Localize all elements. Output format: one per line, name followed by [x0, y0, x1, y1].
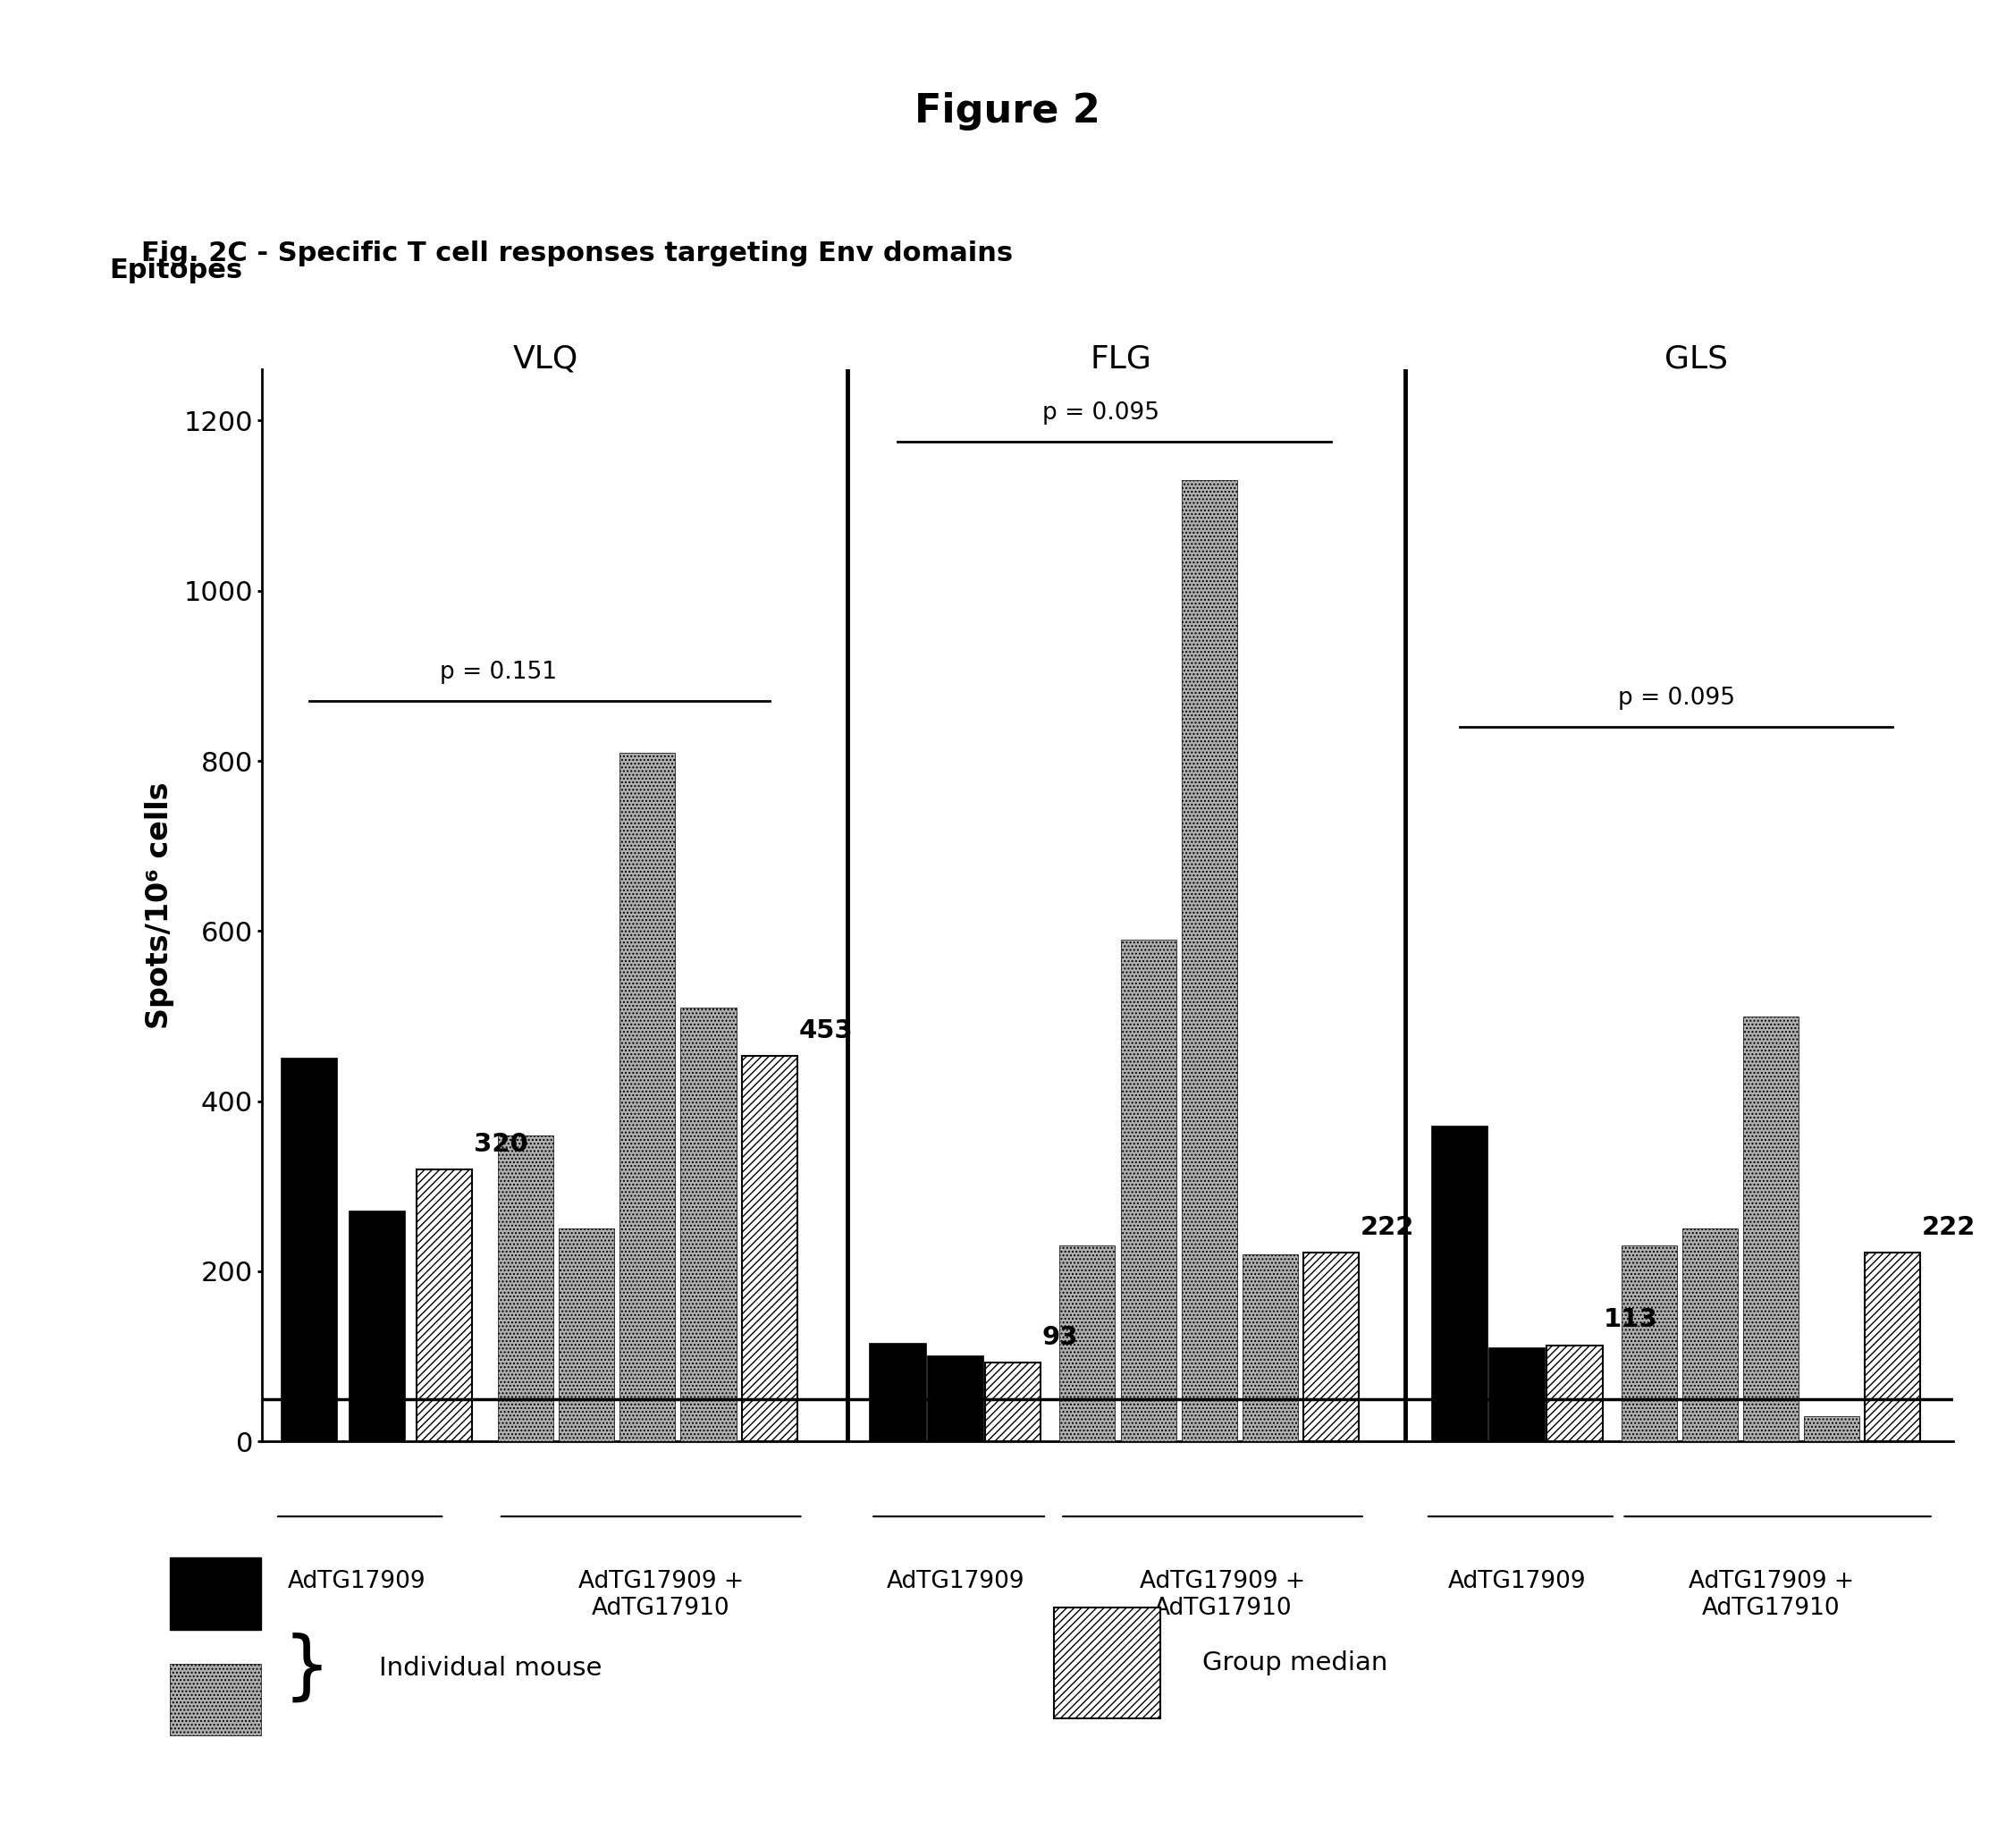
Bar	[169, 1558, 262, 1630]
Text: AdTG17909 +
AdTG17910: AdTG17909 + AdTG17910	[1688, 1571, 1853, 1621]
Text: AdTG17909: AdTG17909	[886, 1571, 1025, 1593]
Bar	[928, 1356, 983, 1441]
Text: Epitopes: Epitopes	[109, 259, 244, 285]
Bar	[1547, 1345, 1603, 1441]
Bar	[1432, 1127, 1486, 1441]
Text: }: }	[284, 1632, 330, 1704]
Text: 93: 93	[1041, 1325, 1077, 1349]
Text: Individual mouse: Individual mouse	[379, 1656, 602, 1682]
Bar	[1621, 1246, 1678, 1441]
Bar	[1682, 1229, 1738, 1441]
Bar	[870, 1343, 926, 1441]
Bar	[348, 1212, 405, 1441]
Text: 453: 453	[798, 1018, 852, 1044]
Text: Fig. 2C - Specific T cell responses targeting Env domains: Fig. 2C - Specific T cell responses targ…	[141, 240, 1013, 266]
Text: p = 0.095: p = 0.095	[1617, 687, 1734, 710]
Bar	[1059, 1246, 1116, 1441]
Bar	[1744, 1016, 1799, 1441]
Bar	[1182, 480, 1237, 1441]
Text: VLQ: VLQ	[514, 344, 578, 373]
Text: 113: 113	[1603, 1308, 1658, 1332]
Bar	[282, 1059, 336, 1441]
Bar	[497, 1135, 554, 1441]
Bar	[1303, 1253, 1359, 1441]
Bar	[560, 1229, 614, 1441]
Bar	[1805, 1416, 1859, 1441]
Text: 222: 222	[1921, 1214, 1976, 1240]
Text: Figure 2: Figure 2	[914, 92, 1100, 131]
Bar	[620, 752, 675, 1441]
Text: AdTG17909 +
AdTG17910: AdTG17909 + AdTG17910	[578, 1571, 743, 1621]
Text: AdTG17909: AdTG17909	[288, 1571, 425, 1593]
Bar	[1243, 1255, 1297, 1441]
Text: p = 0.151: p = 0.151	[441, 662, 558, 684]
Y-axis label: Spots/10⁶ cells: Spots/10⁶ cells	[145, 782, 173, 1029]
Bar	[169, 1663, 262, 1735]
Text: GLS: GLS	[1666, 344, 1728, 373]
Text: Group median: Group median	[1202, 1650, 1388, 1676]
Text: FLG: FLG	[1090, 344, 1152, 373]
Bar	[417, 1170, 471, 1441]
Text: 320: 320	[473, 1131, 528, 1157]
Text: p = 0.095: p = 0.095	[1043, 401, 1160, 425]
Bar	[741, 1055, 798, 1441]
Bar	[1490, 1347, 1545, 1441]
Bar	[1865, 1253, 1921, 1441]
Bar	[1055, 1608, 1160, 1719]
Bar	[681, 1007, 737, 1441]
Text: 222: 222	[1359, 1214, 1414, 1240]
Bar	[985, 1362, 1041, 1441]
Text: AdTG17909: AdTG17909	[1448, 1571, 1587, 1593]
Bar	[1120, 939, 1176, 1441]
Text: AdTG17909 +
AdTG17910: AdTG17909 + AdTG17910	[1140, 1571, 1305, 1621]
